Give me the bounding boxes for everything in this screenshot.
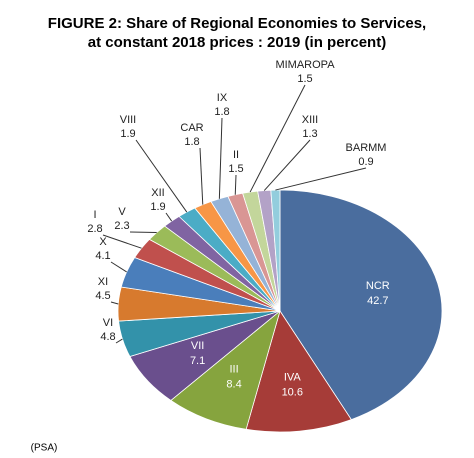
chart-subtitle: at constant 2018 prices : 2019 (in perce… — [88, 34, 386, 51]
leader-line — [234, 174, 237, 195]
slice-label: IX — [217, 92, 228, 104]
source-note: (PSA) — [31, 443, 58, 454]
slice-label: XI — [98, 276, 108, 288]
value-label: 1.8 — [184, 136, 199, 148]
slice-label: III — [229, 364, 238, 376]
value-label: 1.3 — [302, 128, 317, 140]
value-label: 1.9 — [120, 128, 135, 140]
value-label: 2.3 — [114, 220, 129, 232]
leader-line — [165, 212, 173, 222]
value-label: 7.1 — [190, 355, 205, 367]
slice-label: V — [118, 206, 126, 218]
value-label: 4.8 — [100, 331, 115, 343]
slice-label: XII — [151, 187, 164, 199]
leader-line — [263, 139, 311, 191]
value-label: 1.5 — [228, 163, 243, 175]
slice-label: II — [233, 149, 239, 161]
value-label: 2.8 — [87, 223, 102, 235]
value-label: 1.9 — [150, 201, 165, 213]
leader-line — [218, 117, 223, 199]
pie-slice — [245, 310, 352, 433]
leader-line — [110, 301, 119, 305]
pie-slice — [170, 309, 281, 430]
chart-title: FIGURE 2: Share of Regional Economies to… — [48, 15, 426, 32]
slice-label: XIII — [302, 114, 319, 126]
leader-line — [249, 84, 306, 193]
value-label: 1.5 — [297, 73, 312, 85]
pie-slice — [279, 189, 443, 421]
leader-line — [275, 167, 367, 191]
value-label: 10.6 — [282, 386, 303, 398]
leader-line — [115, 338, 123, 344]
slice-label: X — [99, 236, 107, 248]
leader-line — [199, 147, 204, 205]
leader-line — [110, 261, 127, 273]
slice-label: NCR — [366, 280, 390, 292]
slice-label: VII — [191, 340, 204, 352]
leader-line — [102, 234, 142, 249]
leader-line — [135, 139, 188, 213]
slice-label: VI — [103, 317, 113, 329]
slice-label: VIII — [120, 114, 137, 126]
value-label: 0.9 — [358, 156, 373, 168]
slice-label: MIMAROPA — [275, 59, 335, 71]
slice-label: I — [93, 209, 96, 221]
value-label: 8.4 — [226, 379, 241, 391]
value-label: 42.7 — [367, 295, 388, 307]
slice-label: IVA — [284, 371, 302, 383]
value-label: 4.1 — [95, 250, 110, 262]
value-label: 4.5 — [95, 290, 110, 302]
slice-label: BARMM — [346, 142, 387, 154]
slice-label: CAR — [180, 122, 203, 134]
value-label: 1.8 — [214, 106, 229, 118]
